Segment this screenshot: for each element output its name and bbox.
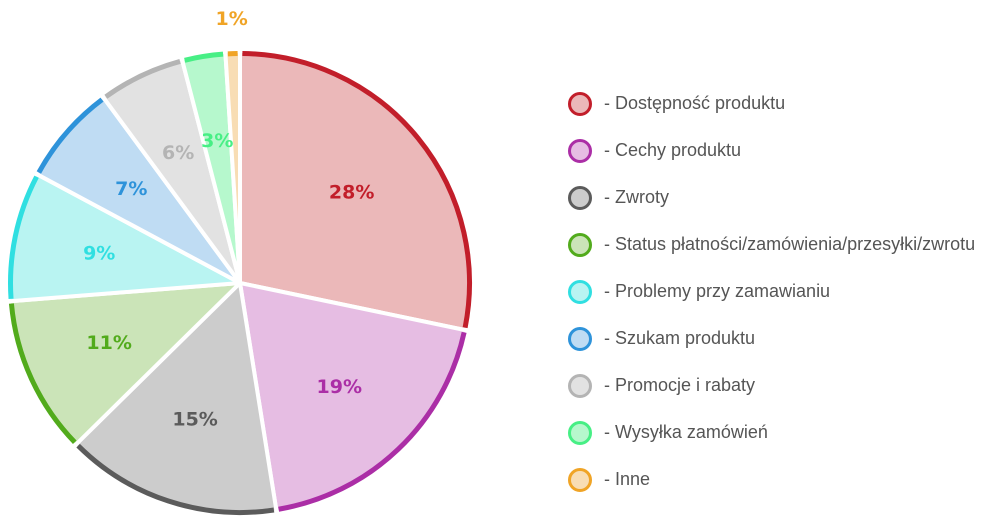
legend-label: - Szukam produktu bbox=[604, 328, 756, 348]
pie-slice-1 bbox=[238, 49, 474, 333]
pie-slice-9 bbox=[223, 49, 242, 285]
pie-slice-rim bbox=[242, 51, 472, 329]
slice-percent-label: 28% bbox=[329, 181, 374, 203]
legend-swatch-icon bbox=[568, 138, 592, 163]
pie-slice-4 bbox=[6, 281, 242, 448]
slice-percent-label: 1% bbox=[215, 8, 247, 30]
pie-slice-5 bbox=[6, 171, 242, 304]
legend-label: - Status płatności/zamówienia/przesyłki/… bbox=[604, 234, 976, 254]
legend-item: - Szukam produktu bbox=[568, 315, 1000, 362]
legend-item: - Zwroty bbox=[568, 174, 1000, 221]
pie-slice-2 bbox=[238, 281, 470, 515]
pie-slice-rim bbox=[36, 97, 104, 174]
legend-swatch-icon bbox=[568, 373, 592, 398]
legend: - Dostępność produktu - Cechy produktu - Z… bbox=[568, 80, 1000, 503]
slice-percent-label: 11% bbox=[86, 332, 131, 354]
pie-slice-3 bbox=[72, 281, 279, 517]
legend-item: - Promocje i rabaty bbox=[568, 362, 1000, 409]
legend-label: - Inne bbox=[604, 469, 651, 489]
legend-swatch-icon bbox=[568, 467, 592, 492]
legend-item: - Problemy przy zamawianiu bbox=[568, 268, 1000, 315]
slice-percent-label: 15% bbox=[172, 409, 217, 431]
legend-label: - Dostępność produktu bbox=[604, 93, 786, 113]
legend-label: - Zwroty bbox=[604, 187, 669, 207]
slice-percent-label: 6% bbox=[162, 142, 194, 164]
legend-swatch-icon bbox=[568, 279, 592, 304]
legend-label: - Cechy produktu bbox=[604, 140, 742, 160]
legend-swatch-icon bbox=[568, 91, 592, 116]
pie-slice-rim bbox=[8, 175, 39, 299]
legend-swatch-icon bbox=[568, 232, 592, 257]
legend-item: - Status płatności/zamówienia/przesyłki/… bbox=[568, 221, 1000, 268]
legend-swatch-icon bbox=[568, 326, 592, 351]
legend-item: - Wysyłka zamówień bbox=[568, 409, 1000, 456]
slice-percent-label: 9% bbox=[83, 243, 115, 265]
legend-item: - Dostępność produktu bbox=[568, 80, 1000, 127]
legend-item: - Cechy produktu bbox=[568, 127, 1000, 174]
slice-percent-label: 19% bbox=[317, 376, 362, 398]
pie-slice-rim bbox=[278, 331, 467, 512]
slice-percent-label: 3% bbox=[201, 130, 233, 152]
legend-label: - Promocje i rabaty bbox=[604, 375, 756, 395]
legend-item: - Inne bbox=[568, 456, 1000, 503]
pie-slice-rim bbox=[8, 303, 77, 445]
pie-slice-rim bbox=[104, 59, 181, 99]
legend-label: - Wysyłka zamówień bbox=[604, 422, 768, 442]
legend-label: - Problemy przy zamawianiu bbox=[604, 281, 831, 301]
pie-slice-rim bbox=[76, 443, 275, 515]
pie-slice-rim bbox=[184, 51, 224, 63]
legend-swatch-icon bbox=[568, 420, 592, 445]
legend-swatch-icon bbox=[568, 185, 592, 210]
slice-percent-label: 7% bbox=[115, 178, 147, 200]
